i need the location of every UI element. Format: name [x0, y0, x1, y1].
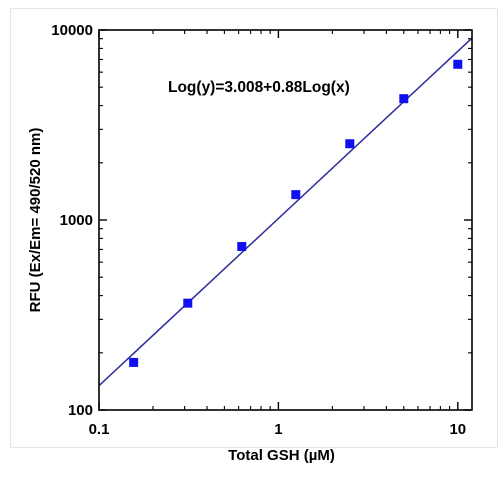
- regression-equation: Log(y)=3.008+0.88Log(x): [168, 79, 350, 96]
- chart-frame: [10, 8, 498, 448]
- data-point: [237, 242, 247, 252]
- fit-line: [98, 37, 473, 387]
- fit-layer: [98, 37, 473, 387]
- data-point: [453, 59, 463, 69]
- y-tick-labels: 100 1000 10000: [51, 22, 93, 419]
- y-tick-label: 1000: [60, 212, 93, 229]
- y-tick-label: 10000: [51, 22, 93, 39]
- data-point: [399, 94, 409, 104]
- x-axis-title: Total GSH (µM): [228, 447, 335, 464]
- y-tick-label: 100: [68, 402, 93, 419]
- data-point: [129, 357, 139, 367]
- x-tick-label: 10: [449, 421, 466, 438]
- x-tick-label: 1: [274, 421, 282, 438]
- x-tick-labels: 0.1 1 10: [89, 421, 467, 438]
- data-points: [129, 59, 463, 367]
- data-point: [183, 298, 193, 308]
- major-ticks: [98, 29, 472, 411]
- x-tick-label: 0.1: [89, 421, 110, 438]
- data-point: [345, 139, 355, 149]
- data-point: [291, 190, 301, 200]
- y-axis-title: RFU (Ex/Em= 490/520 nm): [27, 128, 44, 313]
